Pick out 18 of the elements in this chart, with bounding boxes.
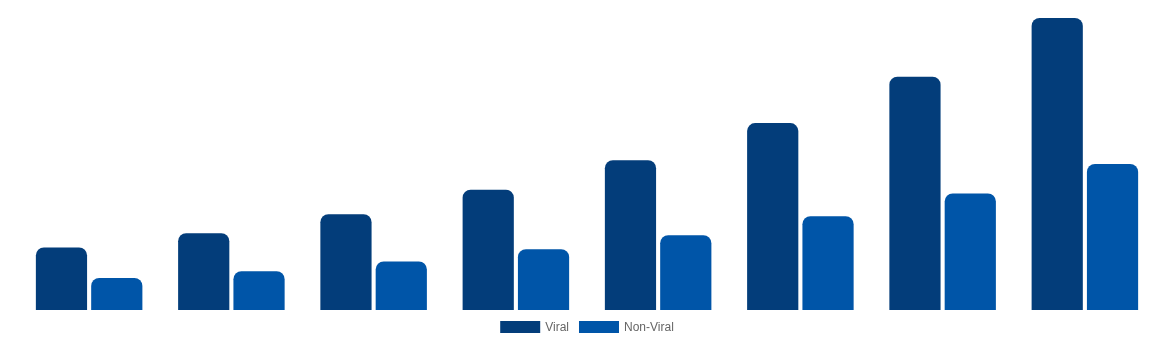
bar <box>944 193 996 310</box>
bar <box>375 261 427 310</box>
bar <box>517 249 570 310</box>
bar <box>747 123 799 310</box>
bar <box>660 235 712 310</box>
bar <box>35 247 88 310</box>
bar <box>91 277 143 310</box>
bar <box>320 214 372 310</box>
bar <box>233 271 285 310</box>
bar <box>802 216 854 310</box>
bar <box>604 160 657 310</box>
bar <box>178 233 230 310</box>
legend-label: Viral <box>545 320 569 334</box>
bar <box>889 76 941 310</box>
legend-label: Non-Viral <box>624 320 674 334</box>
bar <box>1086 164 1139 310</box>
bar <box>462 189 514 310</box>
bar <box>1031 18 1083 310</box>
